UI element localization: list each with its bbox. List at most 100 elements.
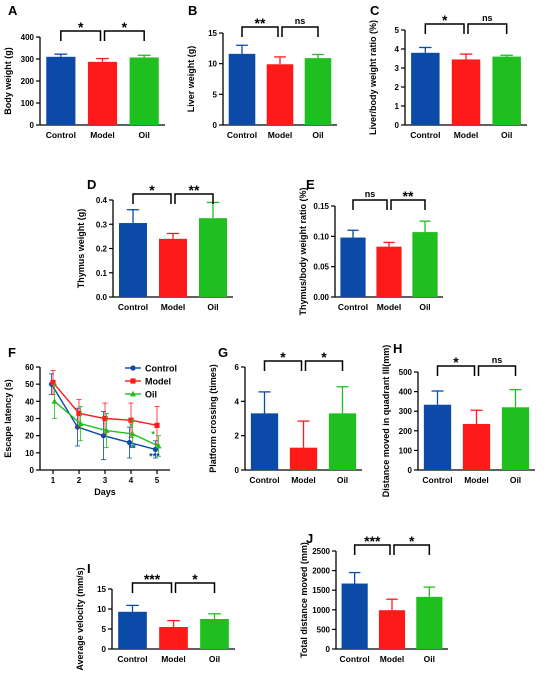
y-tick-label: 15 <box>97 585 106 594</box>
significance-label: ** <box>189 182 200 198</box>
significance-bracket <box>241 26 279 37</box>
significance-bracket <box>132 193 172 204</box>
y-axis-label: Liver/body weight ratio (%) <box>368 20 378 135</box>
y-tick-label: 0.4 <box>96 196 108 205</box>
panel-a: A Body weight (g) 0 100 200 300 400 Control Mode… <box>3 3 165 140</box>
x-axis-label: Days <box>94 487 116 497</box>
data-point <box>100 433 107 439</box>
bar-control <box>118 611 147 649</box>
y-tick-label: 4 <box>395 45 400 54</box>
x-tick-label: Control <box>338 302 368 312</box>
x-tick-label: Control <box>340 654 370 664</box>
x-tick-label: Oil <box>419 302 430 312</box>
significance-bracket <box>263 360 303 371</box>
panel-label: F <box>8 345 16 360</box>
y-tick-label: 0 <box>213 121 218 130</box>
legend-label: Model <box>145 377 171 387</box>
y-tick-label: 0.0 <box>96 293 108 302</box>
significance-bracket <box>174 582 216 593</box>
legend-label: Oil <box>145 390 157 400</box>
y-tick-label: 100 <box>21 99 35 108</box>
panel-d: D Thymus weight (g) 0.0 0.1 0.2 0.3 0.4 Control… <box>76 177 233 312</box>
y-tick-label: 5 <box>395 26 400 35</box>
y-tick-label: 200 <box>21 77 35 86</box>
y-tick-label: 6 <box>235 363 240 372</box>
x-tick-label: 2 <box>77 476 82 485</box>
y-tick-label: 0.15 <box>313 202 329 211</box>
panel-label: D <box>87 177 96 192</box>
y-tick-label: 50 <box>25 380 34 389</box>
y-tick-label: 300 <box>21 55 35 64</box>
data-point <box>102 415 108 422</box>
x-tick-label: Model <box>291 475 316 485</box>
y-tick-label: 0.1 <box>96 269 108 278</box>
y-axis-label: Escape latency (s) <box>3 379 13 458</box>
bar-model <box>378 610 406 649</box>
bar-oil <box>416 596 443 649</box>
panel-label: H <box>393 341 402 356</box>
panel-c: C Liver/body weight ratio (%) 0 1 2 3 4 5 Contro… <box>368 3 527 140</box>
y-tick-label: 1500 <box>312 586 330 595</box>
significance-label: * <box>442 12 448 28</box>
significance-label: *** <box>149 452 160 462</box>
x-tick-label: 3 <box>103 476 108 485</box>
y-tick-label: 400 <box>21 33 35 42</box>
significance-label: * <box>321 349 327 365</box>
x-tick-label: 5 <box>155 476 160 485</box>
panel-f: F Escape latency (s) 0 10 20 30 40 50 60 1 2 3 4 5 Day… <box>3 345 177 497</box>
significance-label: ns <box>492 355 503 365</box>
bar-control <box>119 223 147 297</box>
significance-bracket <box>174 193 214 204</box>
y-axis-label: Total distance moved (mm) <box>299 542 309 658</box>
bar-control <box>423 404 452 470</box>
data-point <box>155 442 162 449</box>
y-tick-label: 2500 <box>312 547 330 556</box>
significance-label: * <box>280 349 286 365</box>
y-tick-label: 10 <box>25 449 34 458</box>
x-tick-label: Control <box>410 130 440 140</box>
x-tick-label: Model <box>464 475 489 485</box>
panel-label: B <box>188 3 197 18</box>
x-tick-label: Oil <box>312 130 323 140</box>
significance-bracket <box>281 26 319 37</box>
y-tick-label: 500 <box>317 625 331 634</box>
x-tick-label: Oil <box>501 130 512 140</box>
significance-bracket <box>131 582 173 593</box>
bar-model <box>289 447 318 470</box>
x-tick-label: Control <box>249 475 279 485</box>
x-tick-label: Control <box>422 475 452 485</box>
y-tick-label: 10 <box>208 60 217 69</box>
y-axis-label: Distance moved in quadrant III(mm) <box>381 345 391 498</box>
significance-bracket <box>393 544 431 555</box>
x-tick-label: 4 <box>129 476 134 485</box>
bar-model <box>376 246 402 297</box>
x-tick-label: Oil <box>207 302 218 312</box>
significance-label: ns <box>482 13 493 23</box>
x-tick-label: Model <box>161 654 186 664</box>
panel-label: E <box>306 177 315 192</box>
x-tick-label: Model <box>380 654 405 664</box>
y-axis-label: Platform crossing (times) <box>208 364 218 473</box>
significance-label: ns <box>365 189 376 199</box>
significance-label: ** <box>255 15 266 31</box>
x-tick-label: 1 <box>51 476 56 485</box>
y-tick-label: 0 <box>395 121 400 130</box>
bar-control <box>46 56 76 125</box>
significance-bracket <box>436 365 476 376</box>
series-model <box>50 370 160 445</box>
x-tick-label: Oil <box>337 475 348 485</box>
bar-control <box>411 52 440 125</box>
significance-label: * <box>192 571 198 587</box>
y-tick-label: 10 <box>97 605 106 614</box>
y-tick-label: 30 <box>25 415 34 424</box>
significance-label: * <box>409 533 415 549</box>
y-tick-label: 2000 <box>312 567 330 576</box>
y-tick-label: 1 <box>395 102 400 111</box>
y-tick-label: 5 <box>102 625 107 634</box>
significance-bracket <box>60 30 102 41</box>
significance-label: * <box>453 354 459 370</box>
